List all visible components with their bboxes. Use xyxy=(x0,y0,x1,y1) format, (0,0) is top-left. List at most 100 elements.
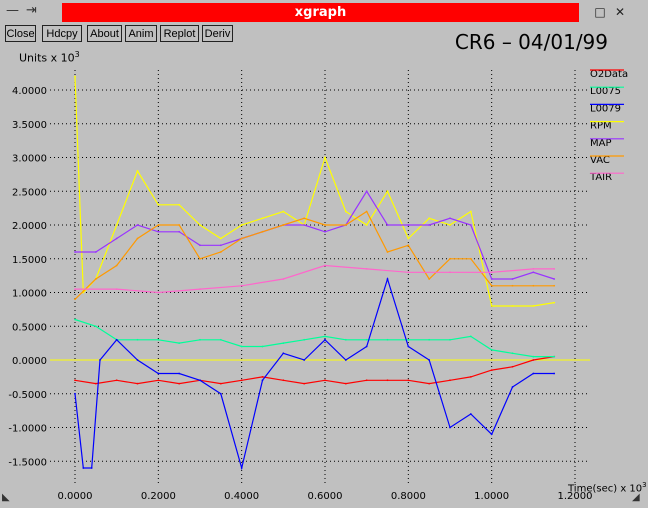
y-tick-label: 2.5000 xyxy=(12,187,47,198)
y-tick-label: 2.0000 xyxy=(12,221,47,232)
pin-icon[interactable]: ⇥ xyxy=(26,3,37,18)
series-line-vac xyxy=(74,210,555,300)
x-tick-label: 1.0000 xyxy=(474,491,509,502)
data-point-map xyxy=(449,217,451,220)
data-point-o2data xyxy=(428,382,431,385)
data-point-tair xyxy=(240,284,243,287)
data-point-rpm xyxy=(74,75,76,78)
data-point-rpm xyxy=(219,237,222,240)
data-point-map xyxy=(178,230,181,233)
data-point-rpm xyxy=(407,237,410,240)
data-point-l0079 xyxy=(90,467,93,469)
data-point-vac xyxy=(74,298,76,301)
menu-dash-icon[interactable]: — xyxy=(6,3,19,18)
titlebar: — ⇥ xgraph □ ✕ xyxy=(0,0,648,24)
data-point-vac xyxy=(136,237,139,240)
data-point-l0079 xyxy=(157,372,160,375)
data-point-vac xyxy=(282,224,285,226)
legend-label-o2data: O2Data xyxy=(590,69,628,80)
data-point-l0079 xyxy=(240,467,243,469)
x-tick-label: 0.8000 xyxy=(391,491,426,502)
anim-button[interactable]: Anim xyxy=(125,25,157,42)
y-tick-label: 0.0000 xyxy=(12,356,47,367)
y-tick-label: 0.5000 xyxy=(12,322,47,333)
data-point-tair xyxy=(532,267,535,270)
data-point-vac xyxy=(407,244,410,247)
data-point-l0079 xyxy=(282,352,285,355)
series-line-l0075 xyxy=(74,318,555,358)
data-point-vac xyxy=(449,257,451,260)
data-point-rpm xyxy=(365,224,368,226)
y-tick-label: -0.5000 xyxy=(8,390,47,401)
data-point-l0079 xyxy=(99,359,101,361)
about-button[interactable]: About xyxy=(87,25,122,42)
data-point-tair xyxy=(282,278,285,280)
data-point-o2data xyxy=(511,365,514,368)
data-point-l0079 xyxy=(82,467,85,469)
data-point-l0079 xyxy=(344,359,347,361)
data-point-o2data xyxy=(365,379,368,382)
data-point-map xyxy=(303,224,306,226)
data-point-vac xyxy=(157,224,160,226)
data-point-o2data xyxy=(490,369,493,372)
legend-label-tair: TAIR xyxy=(589,172,612,183)
data-point-map xyxy=(324,230,326,233)
data-point-l0075 xyxy=(344,338,347,341)
data-point-l0079 xyxy=(428,359,431,361)
series-line-l0079 xyxy=(74,276,555,471)
data-point-vac xyxy=(532,284,535,287)
y-tick-label: -1.5000 xyxy=(8,457,47,468)
close-button[interactable]: Close xyxy=(5,25,36,42)
data-point-o2data xyxy=(386,379,389,382)
data-point-o2data xyxy=(344,382,347,385)
graph-title: CR6 – 04/01/99 xyxy=(454,30,608,54)
data-point-tair xyxy=(74,288,76,291)
data-point-vac xyxy=(219,251,222,253)
data-point-l0075 xyxy=(199,338,201,341)
data-point-tair xyxy=(115,288,118,291)
data-point-map xyxy=(74,251,76,253)
data-point-l0079 xyxy=(511,386,514,388)
data-point-rpm xyxy=(282,210,285,213)
data-point-rpm xyxy=(324,156,326,159)
data-point-map xyxy=(469,224,472,226)
close-icon[interactable]: ✕ xyxy=(614,5,626,19)
y-tick-label: 3.5000 xyxy=(12,120,47,131)
x-tick-label: 1.2000 xyxy=(558,491,593,502)
legend-label-vac: VAC xyxy=(590,155,610,166)
resize-handle-bottom-right[interactable]: ◢ xyxy=(632,492,640,503)
x-axis-units: Time(sec) x 103 xyxy=(568,481,647,495)
legend-label-l0075: L0075 xyxy=(590,86,621,97)
series-line-tair xyxy=(75,264,555,294)
hdcpy-button[interactable]: Hdcpy xyxy=(42,25,82,42)
data-point-o2data xyxy=(324,379,326,382)
data-point-map xyxy=(428,224,431,226)
resize-handle-bottom-left[interactable]: ◣ xyxy=(2,492,10,503)
data-point-rpm xyxy=(344,210,347,213)
data-point-vac xyxy=(511,284,514,287)
data-point-l0075 xyxy=(428,338,431,341)
iconify-icon[interactable]: □ xyxy=(594,5,606,19)
window-title: xgraph xyxy=(62,3,579,22)
data-point-vac xyxy=(386,251,389,253)
data-point-l0075 xyxy=(157,338,160,341)
data-point-l0075 xyxy=(261,345,264,348)
data-point-l0075 xyxy=(94,325,97,328)
data-point-rpm xyxy=(386,190,389,193)
deriv-button[interactable]: Deriv xyxy=(202,25,233,42)
replot-button[interactable]: Replot xyxy=(160,25,199,42)
data-point-l0075 xyxy=(178,342,181,345)
data-point-l0079 xyxy=(386,278,389,280)
data-point-l0079 xyxy=(449,426,451,429)
data-point-l0079 xyxy=(407,345,410,348)
data-point-l0075 xyxy=(219,338,222,341)
series-line-o2data xyxy=(74,356,555,385)
data-point-l0075 xyxy=(469,335,472,338)
data-point-rpm xyxy=(178,203,181,206)
x-tick-label: 0.2000 xyxy=(141,491,176,502)
data-point-map xyxy=(219,244,222,247)
y-tick-label: 1.5000 xyxy=(12,255,47,266)
data-point-rpm xyxy=(199,224,201,226)
x-tick-label: 0.6000 xyxy=(308,491,343,502)
data-point-rpm xyxy=(490,305,493,307)
